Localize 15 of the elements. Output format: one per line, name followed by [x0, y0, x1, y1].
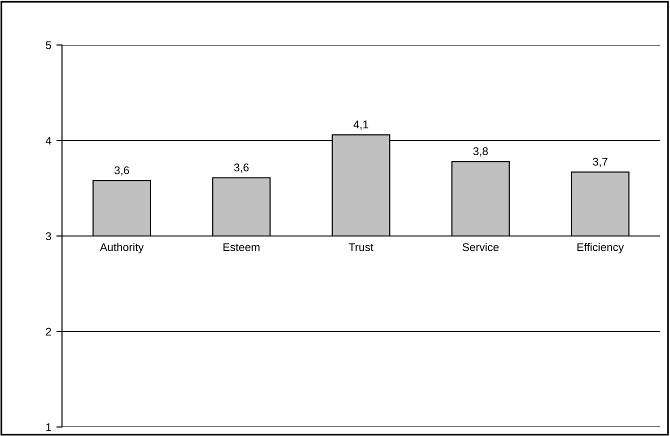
y-tick-label: 4: [46, 136, 52, 145]
y-tick-label: 3: [46, 232, 52, 240]
data-label: 3,7: [592, 158, 608, 167]
x-tick-label: Trust: [348, 243, 374, 252]
data-label: 4,1: [354, 120, 368, 130]
x-tick-label: Authority: [100, 242, 144, 254]
data-label: 3,6: [234, 164, 249, 173]
y-tick-label: 1: [46, 423, 52, 432]
x-tick-label: Efficiency: [577, 242, 624, 254]
y-tick-label: 5: [46, 41, 52, 50]
y-tick-label: 2: [46, 328, 52, 336]
x-tick-label: Service: [462, 242, 499, 252]
x-tick-label: Esteem: [223, 243, 260, 252]
data-label: 3,8: [473, 147, 488, 156]
data-label: 3,6: [114, 166, 130, 176]
